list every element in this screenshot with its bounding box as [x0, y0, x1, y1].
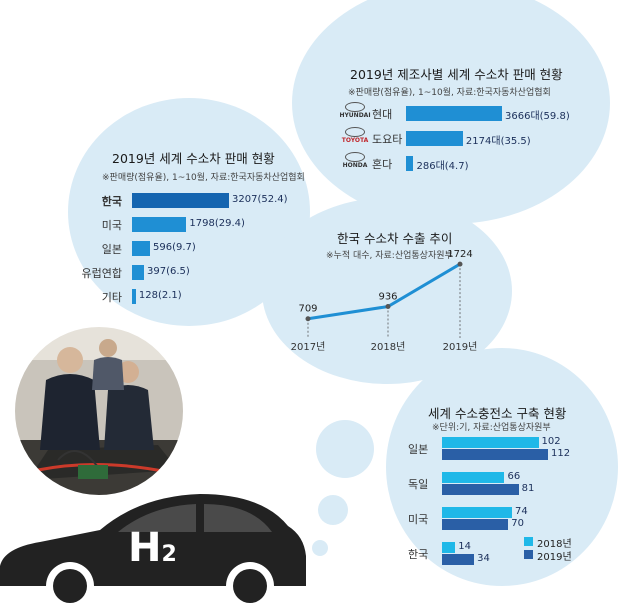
chart3-x-tick-label: 2017년: [291, 341, 326, 353]
chart4-value-label: 112: [551, 448, 571, 459]
chart1-value-label: 3207(52.4): [232, 194, 288, 205]
brand-logo-mark: [345, 127, 365, 137]
chart4-value-label: 66: [507, 471, 521, 482]
chart4-value-label: 102: [541, 436, 561, 447]
brand-logo-mark: [345, 102, 365, 112]
chart3-x-tick-label: 2019년: [443, 341, 478, 353]
chart4-bar: [442, 519, 509, 530]
chart2-value-label: 2174대(35.5): [465, 136, 531, 147]
chart4-bar: [442, 542, 456, 553]
chart1-bar: [132, 289, 136, 304]
chart4-legend-label: 2019년: [537, 552, 572, 563]
chart4-value-label: 34: [477, 553, 490, 564]
chart4-legend-swatch: [524, 537, 533, 546]
chart4-bar: [442, 484, 519, 495]
chart2-bar: [406, 106, 502, 121]
chart2-note: ※판매량(점유율), 1~10월, 자료:한국자동차산업협회: [348, 88, 551, 98]
chart4-category-label: 미국: [408, 513, 429, 526]
chart1-category-label: 미국: [101, 219, 122, 232]
chart1-bar: [132, 265, 144, 280]
brand-logo-text: HONDA: [342, 162, 368, 169]
chart1-category-label: 기타: [101, 291, 122, 304]
chart4-note: ※단위:기, 자료:산업통상자원부: [432, 423, 551, 433]
chart1-value-label: 397(6.5): [147, 266, 190, 277]
brand-logo-text: TOYOTA: [341, 137, 369, 144]
chart3-data-label: 1724: [447, 250, 472, 260]
bubble-dot-medium: [318, 495, 348, 525]
chart2-bar: [406, 156, 414, 171]
brand-logo-icon: HYUNDAI: [336, 102, 374, 124]
chart4-bar: [442, 449, 548, 460]
chart1-bar: [132, 241, 151, 256]
chart3-line-chart: 709 2017년 936 2018년 1724 2019년: [291, 250, 478, 353]
brand-logo-mark: [345, 152, 365, 162]
chart3-data-label: 936: [378, 292, 397, 303]
chart3-note: ※누적 대수, 자료:산업통상자원부: [326, 251, 453, 261]
car-h2-label: H2: [128, 525, 177, 571]
chart4-category-label: 일본: [408, 443, 429, 456]
chart1-value-label: 128(2.1): [138, 290, 182, 301]
chart1-category-label: 유럽연합: [81, 267, 122, 280]
brand-logo-icon: TOYOTA: [336, 127, 374, 149]
chart1-category-label: 한국: [101, 195, 122, 208]
chart4-category-label: 독일: [408, 478, 429, 491]
chart2-category-label: 혼다: [372, 158, 393, 171]
chart2-value-label: 286대(4.7): [416, 161, 469, 172]
chart3-point: [385, 304, 391, 310]
minister-photo: [9, 321, 189, 501]
chart3-point: [305, 316, 311, 322]
bubble-stations: [386, 348, 618, 586]
chart2-title: 2019년 제조사별 세계 수소차 판매 현황: [350, 67, 563, 82]
chart4-bar: [442, 437, 539, 448]
brand-logo-text: HYUNDAI: [339, 112, 371, 119]
chart1-value-label: 596(9.7): [153, 242, 196, 253]
chart1-category-label: 일본: [101, 243, 122, 256]
chart1-value-label: 1798(29.4): [189, 218, 245, 229]
chart4-category-label: 한국: [408, 548, 429, 561]
chart1-title: 2019년 세계 수소차 판매 현황: [112, 151, 275, 166]
chart4-bar: [442, 472, 505, 483]
chart4-value-label: 14: [458, 541, 471, 552]
chart3-title: 한국 수소차 수출 추이: [337, 231, 453, 246]
hydrogen-car-silhouette: [0, 494, 306, 603]
chart4-value-label: 81: [521, 483, 535, 494]
chart3-data-label: 709: [298, 304, 317, 315]
chart2-bar: [406, 131, 463, 146]
chart4-legend-label: 2018년: [537, 539, 572, 550]
chart2-value-label: 3666대(59.8): [505, 111, 570, 122]
bubble-dot-small: [312, 540, 328, 556]
chart4-bar: [442, 507, 513, 518]
bubble-dot-large: [316, 420, 374, 478]
chart4-value-label: 70: [511, 518, 524, 529]
chart3-point: [457, 261, 463, 267]
chart2-category-label: 도요타: [372, 133, 403, 146]
chart1-note: ※판매량(점유율), 1~10월, 자료:한국자동차산업협회: [102, 173, 305, 183]
chart4-bar: [442, 554, 475, 565]
brand-logo-icon: HONDA: [336, 152, 374, 174]
chart1-bar: [132, 217, 187, 232]
chart1-bar: [132, 193, 229, 208]
chart4-legend-swatch: [524, 550, 533, 559]
chart4-value-label: 74: [515, 506, 528, 517]
chart4-title: 세계 수소충전소 구축 현황: [428, 406, 567, 421]
chart2-category-label: 현대: [372, 108, 393, 121]
chart3-x-tick-label: 2018년: [371, 341, 406, 353]
